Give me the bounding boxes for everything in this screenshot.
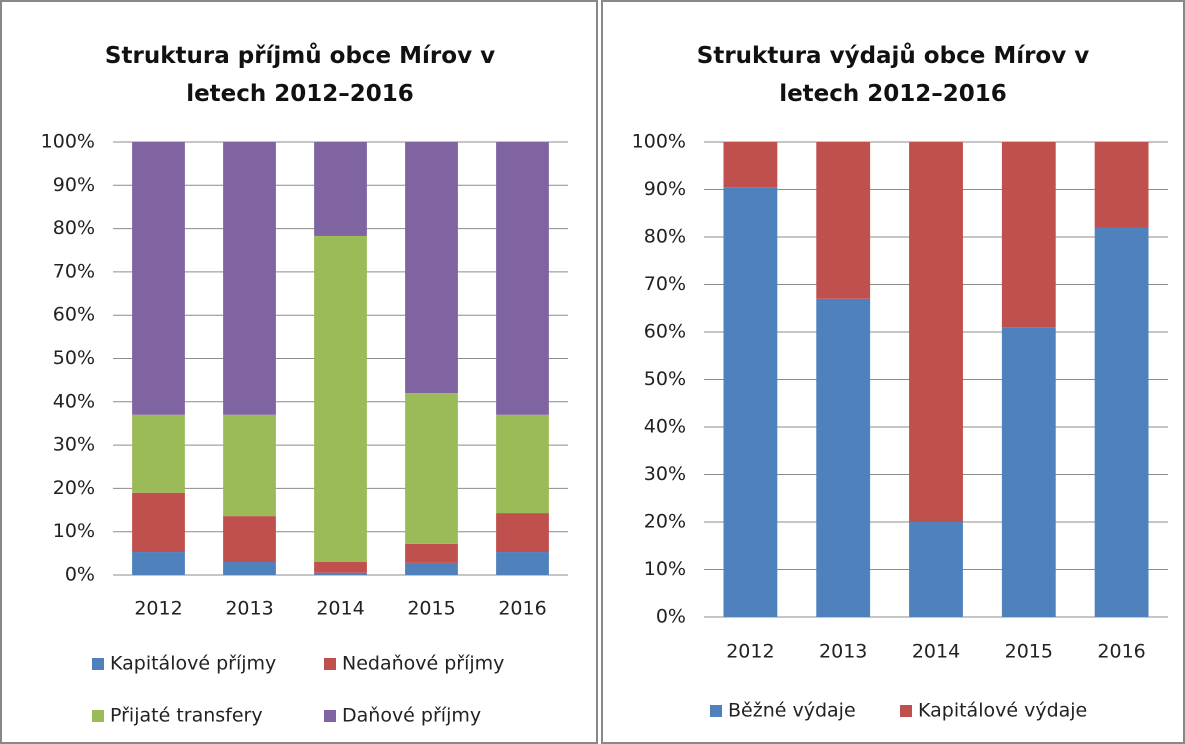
y-tick-label: 40% — [53, 390, 95, 412]
bar-segment — [405, 543, 458, 563]
bar-segment — [816, 298, 871, 617]
x-tick-label: 2012 — [134, 598, 182, 620]
bar-segment — [496, 513, 549, 553]
legend-swatch — [900, 705, 912, 717]
y-tick-label: 0% — [656, 606, 686, 628]
x-tick-label: 2015 — [407, 598, 455, 620]
bar-segment — [405, 393, 458, 544]
y-tick-label: 30% — [53, 434, 95, 456]
y-tick-label: 70% — [644, 273, 686, 295]
y-tick-label: 20% — [53, 477, 95, 499]
y-tick-label: 50% — [53, 347, 95, 369]
bar-segment — [314, 235, 367, 563]
bar-segment — [223, 562, 276, 575]
bar-segment — [223, 516, 276, 563]
x-tick-label: 2016 — [1097, 641, 1145, 663]
x-tick-label: 2012 — [726, 641, 774, 663]
bar-segment — [496, 552, 549, 575]
bar-segment — [909, 522, 963, 617]
chart-title: Struktura příjmů obce Mírov v letech 201… — [104, 43, 496, 107]
y-tick-label: 10% — [644, 558, 686, 580]
bar-segment — [132, 142, 185, 415]
bar-segment — [723, 142, 778, 188]
x-tick-label: 2013 — [819, 641, 867, 663]
y-tick-label: 80% — [644, 226, 686, 248]
bar-segment — [1001, 142, 1056, 328]
x-tick-label: 2014 — [316, 598, 364, 620]
bar-segment — [1094, 227, 1149, 617]
x-tick-label: 2014 — [912, 641, 960, 663]
bar-segment — [909, 142, 963, 522]
bar-segment — [1094, 142, 1149, 228]
panel-frame — [601, 0, 1185, 744]
bar-segment — [816, 142, 871, 299]
y-tick-label: 10% — [53, 520, 95, 542]
x-tick-label: 2013 — [225, 598, 273, 620]
bar-segment — [132, 414, 185, 493]
legend-swatch — [92, 658, 104, 670]
legend-swatch — [324, 710, 336, 722]
legend-swatch — [710, 705, 722, 717]
x-tick-label: 2015 — [1005, 641, 1053, 663]
y-tick-label: 90% — [53, 174, 95, 196]
bar-segment — [1001, 327, 1056, 617]
bar-segment — [723, 187, 778, 617]
y-tick-label: 100% — [41, 131, 95, 153]
legend-swatch — [92, 710, 104, 722]
x-tick-label: 2016 — [498, 598, 546, 620]
legend-label: Kapitálové výdaje — [918, 700, 1087, 722]
y-tick-label: 50% — [644, 368, 686, 390]
legend-label: Přijaté transfery — [110, 705, 263, 727]
bar-segment — [132, 492, 185, 553]
bar-segment — [496, 142, 549, 415]
chart-title: Struktura výdajů obce Mírov v letech 201… — [696, 43, 1090, 107]
y-tick-label: 80% — [53, 217, 95, 239]
legend-label: Nedaňové příjmy — [342, 653, 504, 675]
bar-segment — [223, 142, 276, 415]
bar-segment — [314, 562, 367, 573]
y-tick-label: 40% — [644, 416, 686, 438]
bar-segment — [405, 562, 458, 575]
y-tick-label: 20% — [644, 511, 686, 533]
legend-label: Kapitálové příjmy — [110, 653, 276, 675]
y-tick-label: 30% — [644, 463, 686, 485]
panel-frame — [0, 0, 598, 744]
y-tick-label: 100% — [632, 131, 686, 153]
bar-segment — [496, 414, 549, 514]
legend-label: Daňové příjmy — [342, 705, 481, 727]
bar-segment — [314, 142, 367, 236]
bar-segment — [405, 142, 458, 394]
bar-segment — [223, 414, 276, 517]
bar-segment — [132, 552, 185, 575]
y-tick-label: 60% — [53, 304, 95, 326]
y-tick-label: 0% — [65, 564, 95, 586]
legend-label: Běžné výdaje — [728, 700, 856, 722]
bar-segment — [314, 572, 367, 575]
y-tick-label: 70% — [53, 260, 95, 282]
y-tick-label: 60% — [644, 321, 686, 343]
legend-swatch — [324, 658, 336, 670]
y-tick-label: 90% — [644, 178, 686, 200]
